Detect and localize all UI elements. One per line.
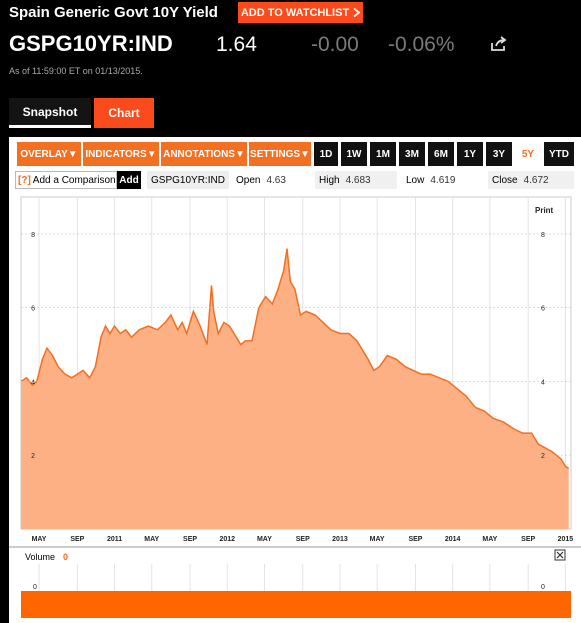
range-1w-button[interactable]: 1W (341, 142, 367, 166)
compare-input[interactable]: [?] Add a Comparison (15, 171, 117, 189)
range-5y-button[interactable]: 5Y (515, 142, 541, 166)
high-value: High 4.683 (315, 171, 397, 189)
y-tick-label-right: 8 (541, 232, 545, 239)
indicators-label: INDICATORS (85, 148, 147, 160)
ticker-symbol: GSPG10YR:IND (9, 31, 173, 56)
x-tick-label: SEP (70, 536, 84, 543)
caret-down-icon: ▼ (67, 148, 78, 160)
price-change: -0.00 (311, 33, 359, 56)
x-tick-label: MAY (370, 536, 385, 543)
overlay-label: OVERLAY (20, 148, 68, 160)
close-value: Close 4.672 (488, 171, 574, 189)
annotations-menu[interactable]: ANNOTATIONS ▼ (161, 142, 247, 166)
range-3m-button[interactable]: 3M (399, 142, 425, 166)
y-tick-label-left: 6 (31, 306, 35, 313)
last-price: 1.64 (216, 33, 257, 56)
volume-label: Volume (25, 552, 55, 562)
y-tick-label-right: 2 (541, 453, 545, 460)
y-tick-label-right: 4 (541, 379, 545, 386)
tab-chart[interactable]: Chart (94, 98, 154, 128)
annotations-label: ANNOTATIONS (163, 148, 235, 160)
page-title: Spain Generic Govt 10Y Yield (9, 4, 218, 21)
x-tick-label: SEP (296, 536, 310, 543)
chevron-right-icon (353, 8, 361, 17)
caret-down-icon: ▼ (300, 148, 310, 160)
y-tick-label-left: 4 (31, 379, 35, 386)
x-tick-label: 2011 (107, 536, 122, 543)
x-tick-label: MAY (257, 536, 272, 543)
watchlist-label: ADD TO WATCHLIST (240, 6, 350, 19)
x-tick-label: 2012 (219, 536, 235, 543)
caret-down-icon: ▼ (234, 148, 245, 160)
y-tick-label-left: 8 (31, 232, 35, 239)
range-6m-button[interactable]: 6M (428, 142, 454, 166)
volume-bars (21, 591, 571, 618)
close-x-icon (556, 551, 564, 559)
volume-tick-right: 0 (541, 584, 545, 591)
range-3y-button[interactable]: 3Y (486, 142, 512, 166)
price-chart: MAY SEP 2011 MAY SEP 2012 MAY SEP 2013 MAY SEP 2014… (9, 196, 581, 618)
x-tick-label: SEP (408, 536, 422, 543)
x-tick-label: 2014 (445, 536, 461, 543)
range-1m-button[interactable]: 1M (370, 142, 396, 166)
compare-placeholder: Add a Comparison (32, 174, 116, 186)
yield-line (20, 248, 570, 470)
range-1d-button[interactable]: 1D (314, 142, 338, 166)
chart-panel: OVERLAY ▼ INDICATORS ▼ ANNOTATIONS ▼ SET… (9, 137, 581, 623)
overlay-menu[interactable]: OVERLAY ▼ (17, 142, 81, 166)
share-icon[interactable] (490, 36, 508, 52)
add-to-watchlist-button[interactable]: ADD TO WATCHLIST (238, 2, 363, 23)
range-1y-button[interactable]: 1Y (457, 142, 483, 166)
yield-area (21, 248, 569, 529)
print-link[interactable]: Print (535, 206, 554, 215)
as-of-timestamp: As of 11:59:00 ET on 01/13/2015. (9, 66, 143, 76)
caret-down-icon: ▼ (146, 148, 157, 160)
x-tick-label: 2013 (332, 536, 348, 543)
y-tick-label-right: 6 (541, 306, 545, 313)
volume-value: 0 (63, 552, 68, 562)
x-tick-label: MAY (144, 536, 159, 543)
x-tick-label: MAY (482, 536, 497, 543)
range-ytd-button[interactable]: YTD (544, 142, 574, 166)
price-change-percent: -0.06% (388, 33, 455, 56)
settings-label: SETTINGS (250, 148, 301, 160)
add-comparison-button[interactable]: Add (117, 171, 141, 189)
x-tick-label: SEP (183, 536, 197, 543)
low-value: Low 4.619 (402, 171, 486, 189)
help-icon[interactable]: [?] (18, 174, 31, 186)
tab-snapshot[interactable]: Snapshot (9, 98, 91, 128)
x-tick-label: MAY (32, 536, 47, 543)
open-value: Open 4.63 (232, 171, 312, 189)
y-tick-label-left: 2 (31, 453, 35, 460)
settings-menu[interactable]: SETTINGS ▼ (249, 142, 311, 166)
quote-symbol: GSPG10YR:IND (147, 171, 229, 189)
x-tick-label: SEP (521, 536, 535, 543)
x-tick-label: 2015 (558, 536, 574, 543)
volume-tick-left: 0 (33, 584, 37, 591)
indicators-menu[interactable]: INDICATORS ▼ (83, 142, 159, 166)
